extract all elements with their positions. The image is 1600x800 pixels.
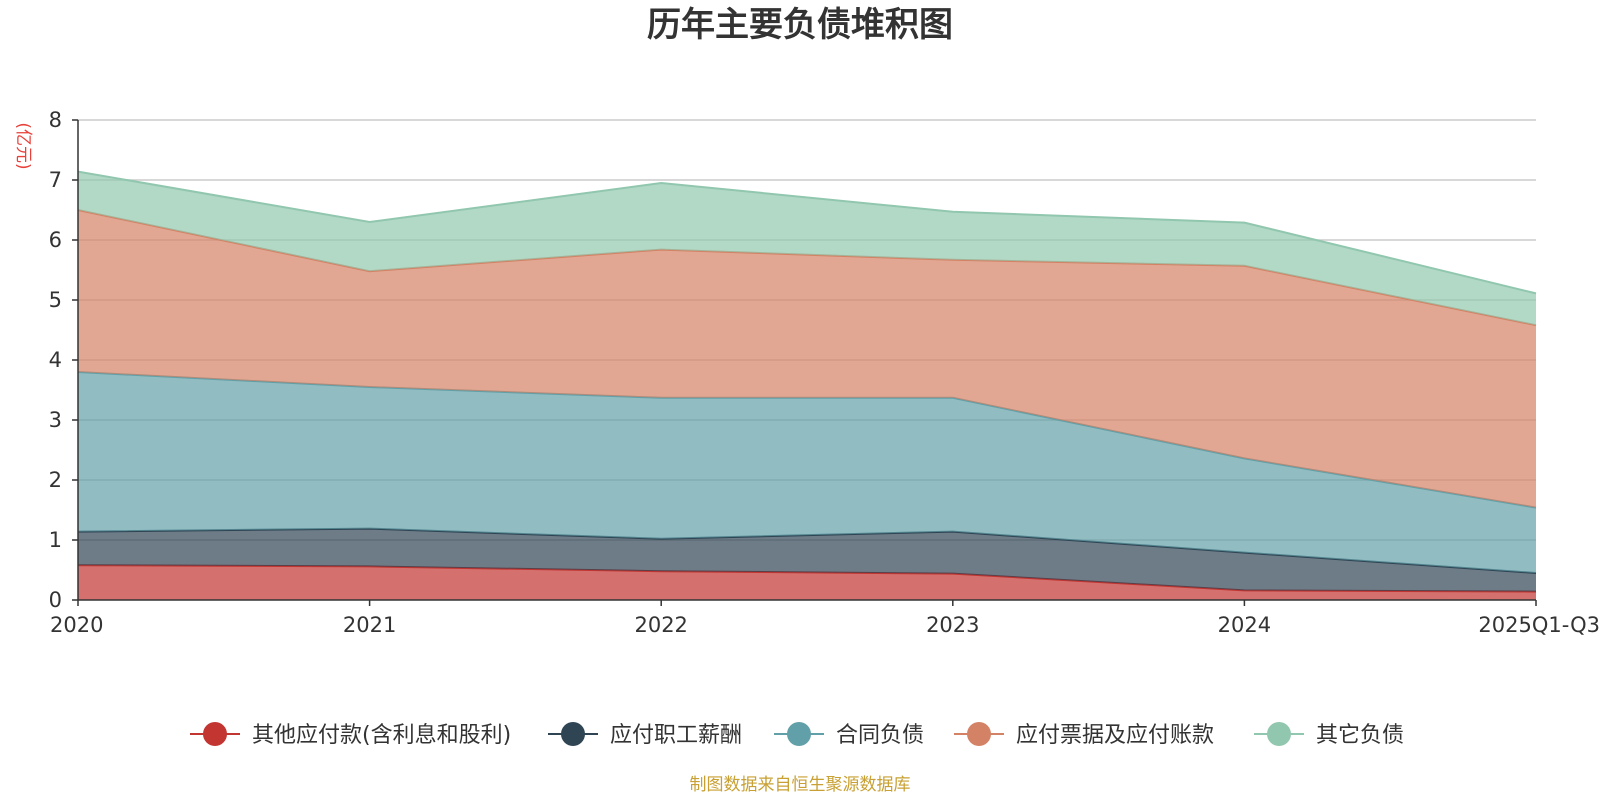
y-tick-label: 6 — [49, 228, 62, 252]
x-tick-label: 2022 — [634, 613, 687, 637]
x-tick-label: 2024 — [1218, 613, 1271, 637]
legend-item-4[interactable]: 应付票据及应付账款 — [954, 722, 1214, 748]
y-tick-label: 0 — [49, 588, 62, 612]
legend-item-2[interactable]: 应付职工薪酬 — [548, 722, 742, 748]
area-series-1[interactable] — [78, 565, 1536, 600]
y-tick-label: 1 — [49, 528, 62, 552]
legend-item-5[interactable]: 其它负债 — [1254, 722, 1404, 748]
y-tick-label: 4 — [49, 348, 62, 372]
area-series-2[interactable] — [78, 528, 1536, 592]
legend-marker — [967, 722, 991, 746]
legend-marker — [561, 722, 585, 746]
data-source-note: 制图数据来自恒生聚源数据库 — [690, 775, 911, 795]
legend-marker — [1267, 722, 1291, 746]
legend-label: 应付票据及应付账款 — [1016, 723, 1214, 748]
axes: 0 1 2 3 4 5 6 7 8 2020 2021 2022 2023 2024 2025Q1-Q3 — [49, 108, 1600, 637]
legend-item-3[interactable]: 合同负债 — [774, 722, 924, 748]
y-axis-label: (亿元) — [13, 122, 33, 169]
legend-marker — [203, 722, 227, 746]
area-series-layer — [77, 170, 1537, 600]
area-series-5-line — [77, 170, 1537, 295]
area-series-5[interactable] — [78, 171, 1536, 326]
y-tick-label: 8 — [49, 108, 62, 132]
legend-label: 其它负债 — [1316, 723, 1404, 748]
y-tick-label: 2 — [49, 468, 62, 492]
legend-label: 合同负债 — [836, 723, 924, 748]
x-tick-label: 2021 — [343, 613, 396, 637]
y-tick-label: 3 — [49, 408, 62, 432]
x-tick-label: 2023 — [926, 613, 979, 637]
legend-item-1[interactable]: 其他应付款(含利息和股利) — [190, 722, 511, 748]
legend-label: 应付职工薪酬 — [610, 723, 742, 748]
area-series-4[interactable] — [78, 210, 1536, 508]
chart-title: 历年主要负债堆积图 — [647, 5, 953, 45]
area-series-3[interactable] — [78, 372, 1536, 573]
x-tick-label: 2020 — [50, 613, 103, 637]
legend[interactable]: 其他应付款(含利息和股利) 应付职工薪酬 合同负债 应付票据及应付账款 其它负债 — [190, 722, 1404, 748]
y-tick-label: 5 — [49, 288, 62, 312]
legend-marker — [787, 722, 811, 746]
x-tick-label: 2025Q1-Q3 — [1478, 613, 1600, 637]
y-tick-label: 7 — [49, 168, 62, 192]
legend-label: 其他应付款(含利息和股利) — [252, 723, 511, 748]
